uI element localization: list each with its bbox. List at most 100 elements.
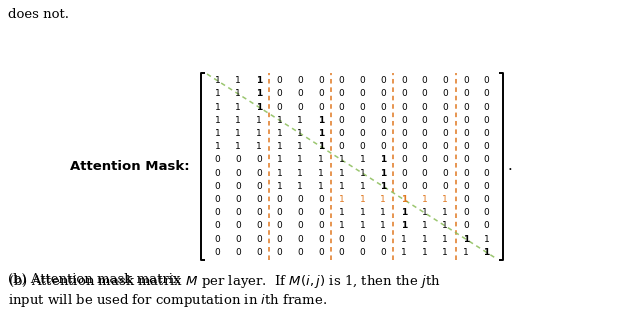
Text: 0: 0	[339, 129, 345, 138]
Text: 0: 0	[297, 222, 303, 230]
Text: 0: 0	[401, 129, 406, 138]
Text: 0: 0	[235, 235, 241, 244]
Text: 1: 1	[401, 222, 407, 230]
Text: 0: 0	[297, 76, 303, 85]
Text: 0: 0	[484, 208, 490, 217]
Text: 0: 0	[256, 235, 261, 244]
Text: 0: 0	[318, 248, 324, 257]
Text: 0: 0	[484, 76, 490, 85]
Text: 1: 1	[318, 116, 324, 125]
Text: (b) Attention mask matrix: (b) Attention mask matrix	[8, 273, 185, 286]
Text: 0: 0	[339, 116, 345, 125]
Text: 1: 1	[256, 129, 261, 138]
Text: 0: 0	[256, 195, 261, 204]
Text: 0: 0	[484, 102, 490, 112]
Text: 0: 0	[401, 102, 406, 112]
Text: 1: 1	[318, 142, 324, 151]
Text: 0: 0	[277, 208, 282, 217]
Text: 0: 0	[235, 169, 241, 178]
Text: 0: 0	[235, 248, 241, 257]
Text: 0: 0	[318, 235, 324, 244]
Text: 0: 0	[318, 102, 324, 112]
Text: 1: 1	[297, 169, 303, 178]
Text: 0: 0	[380, 116, 386, 125]
Text: 0: 0	[318, 222, 324, 230]
Text: 0: 0	[277, 195, 282, 204]
Text: 1: 1	[214, 102, 220, 112]
Text: 0: 0	[380, 102, 386, 112]
Text: 0: 0	[360, 76, 365, 85]
Text: 1: 1	[339, 208, 345, 217]
Text: 0: 0	[360, 89, 365, 98]
Text: 0: 0	[214, 235, 220, 244]
Text: 1: 1	[421, 248, 427, 257]
Text: 0: 0	[339, 235, 345, 244]
Text: 0: 0	[484, 129, 490, 138]
Text: 1: 1	[339, 182, 345, 191]
Text: 1: 1	[297, 142, 303, 151]
Text: 0: 0	[463, 129, 469, 138]
Text: 0: 0	[360, 142, 365, 151]
Text: 1: 1	[235, 129, 241, 138]
Text: 0: 0	[463, 116, 469, 125]
Text: 0: 0	[380, 89, 386, 98]
Text: 1: 1	[277, 155, 282, 164]
Text: 0: 0	[235, 155, 241, 164]
Text: 0: 0	[256, 248, 261, 257]
Text: Attention Mask:: Attention Mask:	[70, 160, 190, 173]
Text: 0: 0	[484, 142, 490, 151]
Text: 0: 0	[380, 248, 386, 257]
Text: 0: 0	[318, 208, 324, 217]
Text: 0: 0	[463, 169, 469, 178]
Text: 0: 0	[256, 169, 261, 178]
Text: 1: 1	[339, 155, 345, 164]
Text: 0: 0	[214, 155, 220, 164]
Text: 1: 1	[277, 129, 282, 138]
Text: 0: 0	[256, 222, 261, 230]
Text: 0: 0	[277, 89, 282, 98]
Text: 1: 1	[297, 155, 303, 164]
Text: 1: 1	[297, 116, 303, 125]
Text: 0: 0	[297, 248, 303, 257]
Text: 0: 0	[214, 248, 220, 257]
Text: 1: 1	[442, 222, 448, 230]
Text: 0: 0	[360, 235, 365, 244]
Text: 0: 0	[442, 76, 448, 85]
Text: 0: 0	[463, 89, 469, 98]
Text: 1: 1	[421, 235, 427, 244]
Text: 0: 0	[484, 195, 490, 204]
Text: 0: 0	[256, 182, 261, 191]
Text: 0: 0	[484, 89, 490, 98]
Text: 1: 1	[484, 235, 490, 244]
Text: 0: 0	[442, 89, 448, 98]
Text: 0: 0	[421, 102, 427, 112]
Text: 1: 1	[401, 195, 407, 204]
Text: 0: 0	[401, 89, 406, 98]
Text: 0: 0	[463, 195, 469, 204]
Text: 1: 1	[421, 222, 427, 230]
Text: 1: 1	[442, 248, 448, 257]
Text: 0: 0	[339, 142, 345, 151]
Text: 0: 0	[360, 102, 365, 112]
Text: 0: 0	[421, 76, 427, 85]
Text: 1: 1	[214, 142, 220, 151]
Text: 0: 0	[463, 182, 469, 191]
Text: 0: 0	[463, 76, 469, 85]
Text: 0: 0	[463, 208, 469, 217]
Text: 0: 0	[360, 116, 365, 125]
Text: 0: 0	[442, 142, 448, 151]
Text: 1: 1	[256, 142, 261, 151]
Text: 0: 0	[297, 208, 303, 217]
Text: 1: 1	[318, 169, 324, 178]
Text: 0: 0	[421, 129, 427, 138]
Text: 0: 0	[401, 169, 406, 178]
Text: 1: 1	[442, 195, 448, 204]
Text: 1: 1	[380, 155, 386, 164]
Text: 1: 1	[442, 235, 448, 244]
Text: (b) Attention mask matrix $M$ per layer.  If $M(i,j)$ is 1, then the $j$th: (b) Attention mask matrix $M$ per layer.…	[8, 273, 440, 290]
Text: 0: 0	[421, 142, 427, 151]
Text: 0: 0	[421, 89, 427, 98]
Text: 1: 1	[360, 169, 365, 178]
Text: 1: 1	[380, 222, 386, 230]
Text: 0: 0	[442, 182, 448, 191]
